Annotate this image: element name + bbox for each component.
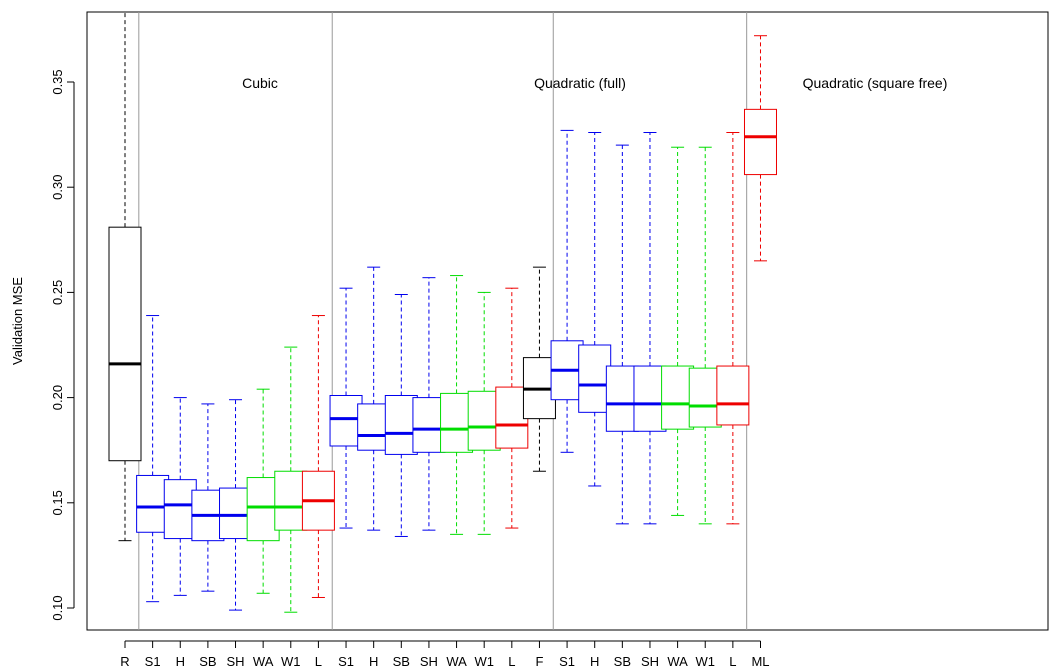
- x-tick-label: L: [508, 654, 515, 669]
- x-tick-label: H: [176, 654, 185, 669]
- box-6-wa: [246, 388, 280, 594]
- iqr-box: [467, 390, 501, 451]
- box-8-l: [301, 315, 335, 598]
- group-label-cubic: Cubic: [242, 75, 278, 91]
- iqr-box: [357, 403, 391, 451]
- x-tick-label: S1: [559, 654, 575, 669]
- iqr-box: [743, 108, 777, 176]
- x-tick-label: F: [535, 654, 543, 669]
- y-axis-title: Validation MSE: [10, 277, 25, 365]
- iqr-box: [274, 470, 308, 531]
- box-15-l: [495, 287, 529, 529]
- iqr-box: [605, 365, 639, 432]
- box-18-h: [578, 131, 612, 487]
- y-tick-label: 0.35: [50, 69, 65, 94]
- iqr-box: [108, 226, 142, 462]
- iqr-box: [633, 365, 667, 432]
- iqr-box: [495, 386, 529, 449]
- x-tick-label: S1: [338, 654, 354, 669]
- x-tick-label: WA: [253, 654, 274, 669]
- x-tick-label: SB: [199, 654, 216, 669]
- box-2-s1: [136, 315, 170, 603]
- box-21-wa: [661, 146, 695, 516]
- x-tick-label: H: [590, 654, 599, 669]
- iqr-box: [412, 397, 446, 453]
- y-axis: 0.10 0.15 0.20 0.25 0.30 0.35: [50, 69, 75, 621]
- x-tick-label: H: [369, 654, 378, 669]
- iqr-box: [688, 367, 722, 428]
- y-tick-label: 0.25: [50, 280, 65, 305]
- box-13-wa: [440, 275, 474, 535]
- box-20-sh: [633, 131, 667, 525]
- iqr-box: [329, 394, 363, 447]
- group-label-quadratic-full: Quadratic (full): [534, 75, 626, 91]
- box-7-w1: [274, 346, 308, 613]
- iqr-box: [578, 344, 612, 413]
- box-24-ml: [743, 35, 777, 262]
- x-tick-label: SH: [420, 654, 438, 669]
- group-label-quadratic-square-free: Quadratic (square free): [803, 75, 948, 91]
- x-tick-label: SH: [226, 654, 244, 669]
- iqr-box: [440, 392, 474, 453]
- box-4-sb: [191, 403, 225, 592]
- x-tick-label: R: [120, 654, 129, 669]
- box-12-sh: [412, 277, 446, 531]
- y-tick-label: 0.15: [50, 490, 65, 515]
- iqr-box: [246, 477, 280, 542]
- x-tick-label: WA: [667, 654, 688, 669]
- y-tick-label: 0.10: [50, 595, 65, 620]
- x-tick-label: SB: [393, 654, 410, 669]
- box-22-w1: [688, 146, 722, 525]
- box-19-sb: [605, 144, 639, 525]
- x-tick-label: S1: [145, 654, 161, 669]
- x-tick-label: W1: [695, 654, 715, 669]
- plot-frame: [86, 11, 1049, 631]
- x-tick-label: ML: [751, 654, 769, 669]
- iqr-box: [661, 365, 695, 430]
- box-9-s1: [329, 287, 363, 529]
- box-23-l: [716, 131, 750, 525]
- x-tick-label: WA: [446, 654, 467, 669]
- x-tick-label: SB: [614, 654, 631, 669]
- y-tick-label: 0.20: [50, 385, 65, 410]
- iqr-box: [716, 365, 750, 426]
- box-17-s1: [550, 129, 584, 453]
- box-14-w1: [467, 291, 501, 535]
- iqr-box: [136, 474, 170, 533]
- x-tick-label: W1: [281, 654, 301, 669]
- box-1-r: [108, 12, 142, 542]
- box-series: [108, 12, 777, 613]
- iqr-box: [384, 394, 418, 455]
- x-tick-label: W1: [474, 654, 494, 669]
- box-10-h: [357, 266, 391, 531]
- x-tick-label: SH: [641, 654, 659, 669]
- y-tick-label: 0.30: [50, 175, 65, 200]
- box-11-sb: [384, 294, 418, 537]
- x-axis: R S1 H SB SH WA W1 L S1 H SB SH WA W1 L F S1 H SB SH WA W1 L ML: [120, 640, 770, 669]
- x-tick-label: L: [315, 654, 322, 669]
- x-tick-label: L: [729, 654, 736, 669]
